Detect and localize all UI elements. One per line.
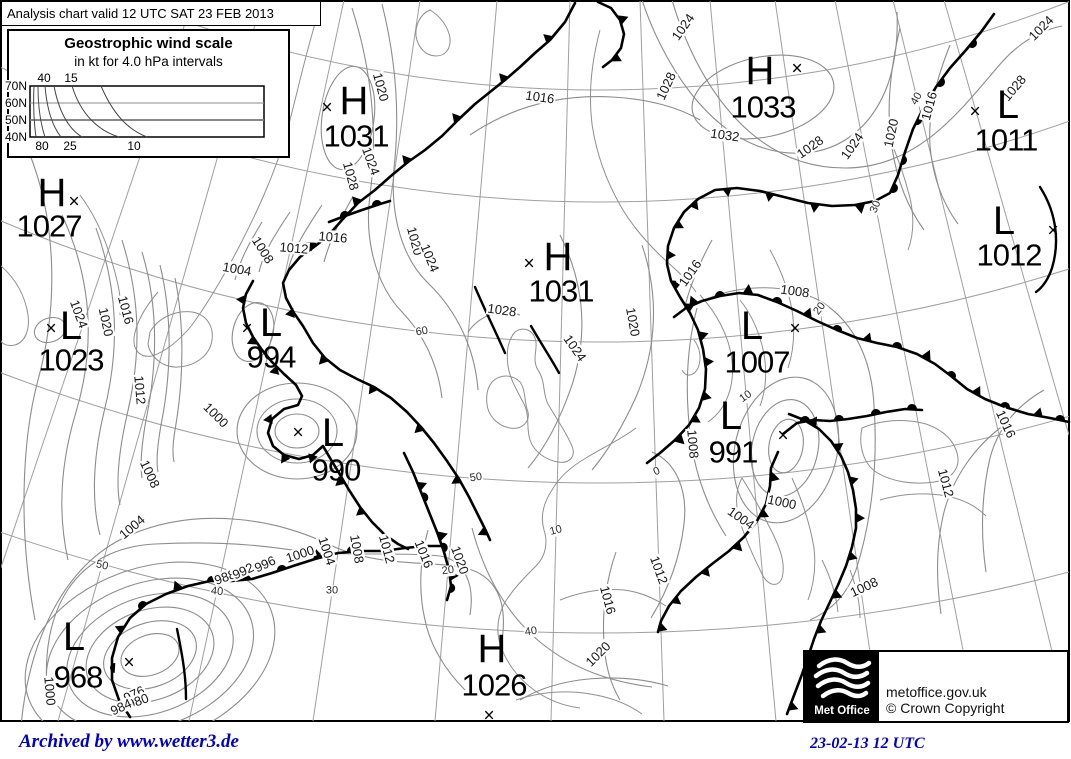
crown-copyright: © Crown Copyright [886, 700, 1005, 717]
pressure-center-symbol: L [996, 83, 1020, 127]
pressure-center-symbol: L [62, 615, 86, 659]
pressure-center-value: 991 [708, 434, 759, 470]
pressure-center-symbol: H [477, 627, 507, 671]
wind-scale-label: 60N [4, 96, 28, 110]
pressure-center-symbol: L [719, 394, 743, 438]
pressure-center-value: 1031 [323, 118, 390, 154]
wind-scale-diagram [29, 85, 265, 138]
wind-scale-box: Geostrophic wind scale in kt for 4.0 hPa… [7, 29, 290, 158]
pressure-center-value: 990 [311, 452, 362, 488]
graticule-label: 40 [209, 584, 225, 599]
pressure-center-value: 1007 [724, 344, 791, 380]
isobar-label: 1008 [778, 281, 812, 301]
cross-mark-icon [292, 424, 303, 443]
isobar-label: 1008 [684, 428, 702, 460]
graticule-label: 20 [440, 563, 456, 578]
isobar-label: 1012 [131, 374, 149, 406]
pressure-center-value: 1027 [16, 208, 83, 244]
graticule-label: 40 [523, 624, 539, 639]
met-office-logo-text: Met Office [814, 705, 870, 717]
pressure-center-symbol: L [321, 411, 345, 455]
pressure-center-value: 1012 [976, 237, 1043, 273]
met-office-text: metoffice.gov.uk © Crown Copyright [879, 652, 1004, 721]
wind-scale-label: 80 [35, 139, 49, 153]
cross-mark-icon [1047, 222, 1058, 241]
wind-scale-label: 40N [4, 130, 28, 144]
wind-scale-label: 15 [64, 71, 78, 85]
isobar-label: 1012 [278, 239, 310, 257]
wind-scale-label: 70N [4, 79, 28, 93]
pressure-center-symbol: H [339, 79, 369, 123]
cross-mark-icon [789, 320, 800, 339]
pressure-center-value: 1023 [38, 342, 105, 378]
wind-scale-label: 50N [4, 113, 28, 127]
logo-waves-icon [813, 657, 872, 699]
pressure-center-symbol: L [740, 304, 764, 348]
pressure-center-symbol: L [992, 199, 1016, 243]
cross-mark-icon [123, 654, 134, 673]
wind-scale-subtitle: in kt for 4.0 hPa intervals [74, 54, 223, 69]
cross-mark-icon [791, 60, 802, 79]
met-office-branding: Met Office metoffice.gov.uk © Crown Copy… [803, 650, 1069, 723]
graticule-label: 30 [324, 584, 340, 597]
cross-mark-icon [777, 427, 788, 446]
archive-credit: Archived by www.wetter3.de [19, 731, 239, 752]
cross-mark-icon [241, 320, 252, 339]
pressure-center-symbol: L [259, 301, 283, 345]
met-office-logo: Met Office [805, 652, 879, 721]
cross-mark-icon [523, 255, 534, 274]
wind-scale-label: 40 [37, 71, 51, 85]
isobar-label: 1032 [708, 125, 742, 145]
pressure-center-value: 1031 [528, 273, 595, 309]
wind-scale-title: Geostrophic wind scale [64, 35, 233, 52]
pressure-center-value: 1033 [730, 89, 797, 125]
graticule-label: 50 [468, 470, 484, 485]
cross-mark-icon [483, 707, 494, 726]
isobar-label: 1016 [317, 228, 349, 246]
pressure-center-value: 968 [53, 659, 104, 695]
cross-mark-icon [969, 103, 980, 122]
wind-scale-label: 10 [127, 139, 141, 153]
isobar-label: 1016 [523, 87, 557, 107]
pressure-center-symbol: H [37, 171, 67, 215]
pressure-center-value: 1011 [974, 122, 1039, 158]
isobar-label: 1028 [485, 300, 519, 320]
cross-mark-icon [321, 99, 332, 118]
met-office-url: metoffice.gov.uk [886, 684, 987, 700]
pressure-center-symbol: L [59, 304, 83, 348]
pressure-center-symbol: H [543, 235, 573, 279]
pressure-center-symbol: H [745, 49, 775, 93]
chart-datetime: 23-02-13 12 UTC [810, 735, 925, 752]
wind-scale-label: 25 [63, 139, 77, 153]
pressure-center-value: 1026 [461, 667, 528, 703]
cross-mark-icon [45, 320, 56, 339]
pressure-center-value: 994 [246, 339, 297, 375]
cross-mark-icon [68, 193, 79, 212]
chart-title-box: Analysis chart valid 12 UTC SAT 23 FEB 2… [1, 1, 321, 26]
